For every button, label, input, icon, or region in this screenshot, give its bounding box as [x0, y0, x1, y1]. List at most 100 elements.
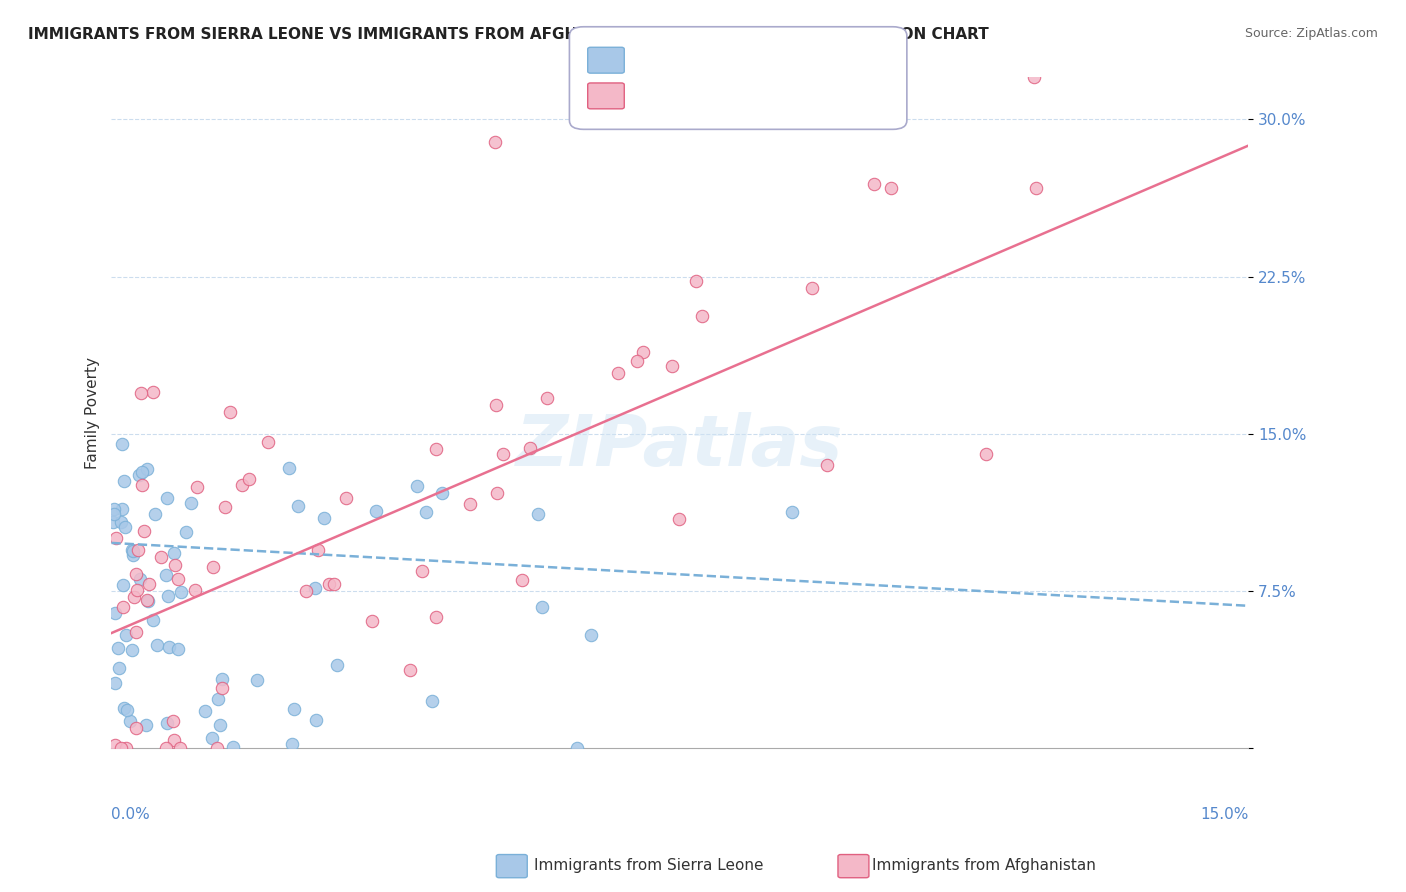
- Point: [668, 512, 690, 526]
- Y-axis label: Family Poverty: Family Poverty: [86, 357, 100, 469]
- Point: [863, 177, 886, 191]
- Point: [405, 478, 427, 492]
- Point: [335, 491, 357, 505]
- Point: [1024, 70, 1046, 85]
- Point: [184, 582, 207, 597]
- Point: [112, 701, 135, 715]
- Point: [399, 663, 422, 677]
- Point: [115, 703, 138, 717]
- Point: [142, 613, 165, 627]
- Point: [208, 718, 231, 732]
- Point: [323, 577, 346, 591]
- Point: [115, 628, 138, 642]
- Text: 15.0%: 15.0%: [1201, 807, 1249, 822]
- Point: [104, 676, 127, 690]
- Point: [122, 590, 145, 604]
- Point: [114, 520, 136, 534]
- Point: [484, 135, 506, 149]
- Point: [519, 441, 541, 455]
- Point: [131, 465, 153, 479]
- Point: [222, 739, 245, 754]
- Point: [163, 546, 186, 560]
- Point: [163, 733, 186, 747]
- Point: [138, 577, 160, 591]
- Point: [420, 694, 443, 708]
- Point: [800, 281, 823, 295]
- Point: [425, 609, 447, 624]
- Point: [974, 447, 997, 461]
- Point: [201, 559, 224, 574]
- Point: [277, 461, 299, 475]
- Point: [103, 507, 125, 521]
- Point: [484, 399, 506, 413]
- Point: [214, 500, 236, 514]
- Point: [780, 505, 803, 519]
- Point: [486, 486, 509, 500]
- Text: R = -0.071  N = 65: R = -0.071 N = 65: [628, 51, 786, 65]
- Point: [135, 592, 157, 607]
- Point: [125, 624, 148, 639]
- Point: [626, 353, 648, 368]
- Point: [305, 713, 328, 727]
- Point: [531, 600, 554, 615]
- Point: [283, 701, 305, 715]
- Point: [415, 505, 437, 519]
- Point: [186, 480, 208, 494]
- Point: [127, 543, 149, 558]
- Point: [458, 497, 481, 511]
- Point: [132, 524, 155, 538]
- Point: [565, 741, 588, 756]
- Point: [118, 714, 141, 728]
- Point: [110, 515, 132, 529]
- Point: [287, 499, 309, 513]
- Point: [238, 472, 260, 486]
- Point: [125, 721, 148, 735]
- Point: [246, 673, 269, 687]
- Point: [326, 658, 349, 673]
- Point: [581, 628, 603, 642]
- Point: [280, 737, 302, 751]
- Point: [135, 718, 157, 732]
- Point: [163, 558, 186, 573]
- Point: [167, 572, 190, 586]
- Point: [364, 504, 387, 518]
- Point: [169, 741, 191, 756]
- Point: [135, 462, 157, 476]
- Point: [607, 366, 630, 380]
- Point: [307, 543, 329, 558]
- Point: [815, 458, 838, 472]
- Point: [201, 731, 224, 745]
- Point: [1025, 181, 1047, 195]
- Point: [219, 404, 242, 418]
- Point: [122, 543, 145, 558]
- Point: [104, 739, 127, 753]
- Point: [430, 486, 453, 500]
- Point: [536, 391, 558, 405]
- Point: [231, 478, 253, 492]
- Point: [690, 310, 713, 324]
- Point: [143, 507, 166, 521]
- Point: [107, 640, 129, 655]
- Point: [205, 741, 228, 756]
- Point: [108, 661, 131, 675]
- Point: [149, 550, 172, 565]
- Point: [211, 672, 233, 686]
- Text: R =  0.406  N = 66: R = 0.406 N = 66: [628, 89, 785, 103]
- Point: [111, 600, 134, 615]
- Text: Source: ZipAtlas.com: Source: ZipAtlas.com: [1244, 27, 1378, 40]
- Text: Immigrants from Afghanistan: Immigrants from Afghanistan: [872, 858, 1095, 872]
- Point: [157, 640, 180, 654]
- Point: [633, 345, 655, 359]
- Point: [129, 385, 152, 400]
- Point: [112, 475, 135, 489]
- Point: [131, 478, 153, 492]
- Text: IMMIGRANTS FROM SIERRA LEONE VS IMMIGRANTS FROM AFGHANISTAN FAMILY POVERTY CORRE: IMMIGRANTS FROM SIERRA LEONE VS IMMIGRAN…: [28, 27, 988, 42]
- Point: [211, 681, 233, 695]
- Point: [879, 180, 901, 194]
- Point: [105, 531, 128, 545]
- Point: [114, 741, 136, 756]
- Point: [685, 274, 707, 288]
- Point: [122, 548, 145, 562]
- Point: [128, 573, 150, 587]
- Point: [304, 582, 326, 596]
